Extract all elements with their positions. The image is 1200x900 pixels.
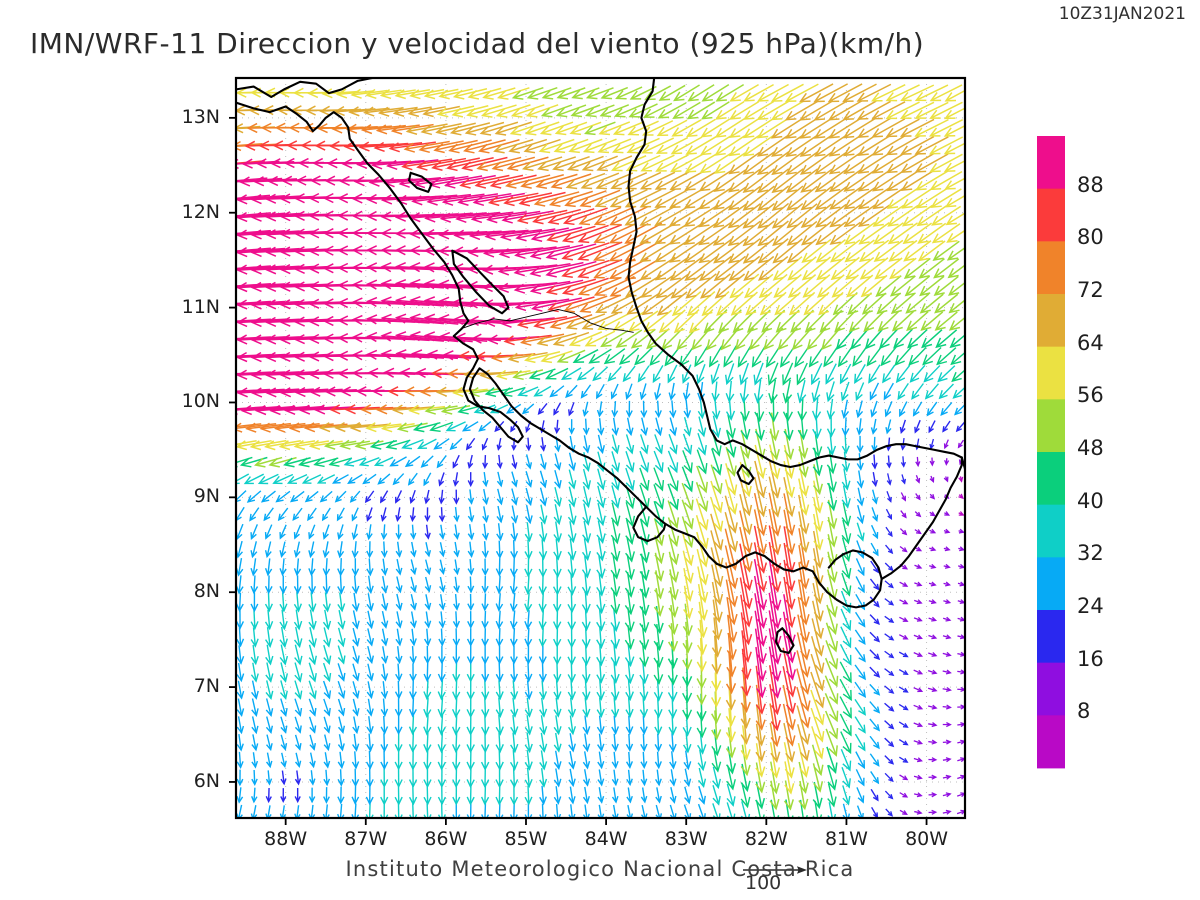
- colorbar-tick-label: 64: [1077, 330, 1104, 355]
- colorbar-band: [1037, 136, 1065, 190]
- y-axis-tick-label: 9N: [193, 485, 220, 508]
- colorbar-tick-label: 88: [1077, 172, 1104, 197]
- page-title: IMN/WRF-11 Direccion y velocidad del vie…: [30, 27, 925, 60]
- colorbar-band: [1037, 504, 1065, 558]
- x-axis-tick-label: 81W: [824, 828, 868, 850]
- x-axis-tick-label: 82W: [744, 828, 788, 850]
- colorbar-tick-label: 72: [1077, 278, 1104, 302]
- y-axis-tick-label: 8N: [193, 580, 220, 603]
- x-axis-tick-label: 88W: [264, 828, 308, 850]
- colorbar-tick-label: 80: [1077, 225, 1104, 250]
- y-axis-tick-label: 6N: [193, 769, 220, 792]
- colorbar-band: [1037, 662, 1065, 716]
- colorbar-band: [1037, 452, 1065, 506]
- colorbar-band: [1037, 610, 1065, 664]
- y-axis-tick-label: 7N: [193, 675, 220, 698]
- colorbar-band: [1037, 715, 1065, 769]
- x-axis-tick-label: 87W: [344, 828, 388, 850]
- reference-vector-label: 100: [745, 872, 782, 894]
- colorbar-tick-label: 48: [1077, 436, 1104, 460]
- x-axis-tick-label: 86W: [424, 828, 468, 850]
- x-axis-tick-label: 84W: [584, 828, 628, 850]
- x-axis-tick-label: 80W: [905, 828, 949, 850]
- date-stamp: 10Z31JAN2021: [1058, 4, 1186, 24]
- colorbar-tick-label: 8: [1077, 699, 1091, 724]
- colorbar-band: [1037, 188, 1065, 242]
- reference-vector-icon: [743, 866, 807, 874]
- y-axis-tick-label: 13N: [181, 105, 220, 128]
- colorbar-tick-label: 32: [1077, 541, 1104, 566]
- colorbar-band: [1037, 294, 1065, 348]
- source-caption: Instituto Meteorologico Nacional Costa R…: [345, 857, 855, 881]
- colorbar-band: [1037, 346, 1065, 400]
- y-axis-tick-label: 12N: [181, 200, 220, 223]
- colorbar-band: [1037, 241, 1065, 295]
- x-axis-tick-label: 83W: [664, 828, 708, 850]
- colorbar-band: [1037, 399, 1065, 453]
- colorbar-tick-label: 24: [1077, 594, 1104, 618]
- y-axis-tick-label: 10N: [181, 390, 220, 413]
- x-axis-tick-label: 85W: [504, 828, 548, 850]
- colorbar-band: [1037, 557, 1065, 611]
- colorbar-tick-label: 56: [1077, 383, 1104, 408]
- y-axis-tick-label: 11N: [181, 295, 220, 318]
- colorbar-tick-label: 16: [1077, 646, 1104, 671]
- colorbar-tick-label: 40: [1077, 488, 1104, 513]
